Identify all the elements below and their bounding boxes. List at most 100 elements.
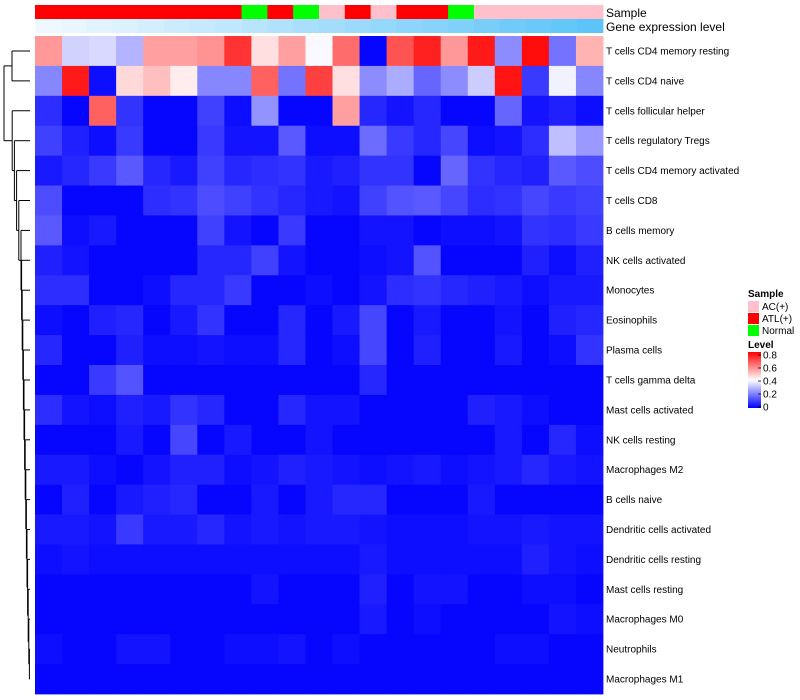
heatmap-cell [467, 664, 496, 695]
legend-entry-label: ATL(+) [762, 314, 792, 325]
heatmap-cell [116, 634, 144, 665]
heatmap-cell [251, 155, 279, 186]
heatmap-cell [251, 514, 279, 545]
heatmap-cell [278, 664, 306, 695]
heatmap-cell [440, 365, 469, 396]
heatmap-cell [548, 604, 577, 635]
heatmap-cell [332, 394, 360, 426]
heatmap-cell [170, 664, 198, 695]
heatmap-cell [467, 245, 496, 276]
level-tick-label: 0 [763, 403, 769, 414]
heatmap-cell [386, 305, 415, 336]
heatmap-cell [35, 514, 63, 545]
heatmap-cell [467, 275, 496, 306]
heatmap-cell [467, 335, 496, 366]
heatmap-cell [332, 664, 360, 695]
row-label: NK cells resting [606, 435, 675, 446]
legend-swatch [748, 325, 759, 336]
expression-annotation-cell [525, 19, 552, 33]
heatmap-cell [575, 155, 604, 186]
legend-entry-label: Normal [762, 326, 794, 337]
heatmap-cell [359, 215, 388, 246]
heatmap-cell [197, 365, 225, 396]
heatmap-cell [35, 424, 63, 456]
expression-annotation-cell [551, 19, 578, 33]
heatmap-cell [521, 335, 550, 366]
expression-annotation-cell [422, 19, 449, 33]
legend-swatch [748, 301, 759, 312]
heatmap-cell [143, 484, 171, 515]
heatmap-cell [224, 275, 252, 306]
heatmap-cell [143, 275, 171, 306]
heatmap-cell [197, 95, 225, 127]
heatmap-cell [521, 65, 550, 97]
heatmap-cell [332, 335, 360, 366]
heatmap-cell [278, 604, 306, 635]
heatmap-cell [548, 155, 577, 186]
heatmap-cell [62, 155, 90, 186]
heatmap-cell [35, 245, 63, 276]
expression-annotation-cell [499, 19, 526, 33]
heatmap-cell [89, 95, 117, 127]
heatmap-cell [143, 125, 171, 157]
heatmap-cell [413, 484, 442, 515]
heatmap-cell [251, 185, 279, 216]
heatmap-cell [467, 365, 496, 396]
heatmap-cell [575, 245, 604, 276]
heatmap-cell [224, 424, 252, 456]
heatmap-cell [548, 664, 577, 695]
heatmap-cell [89, 544, 117, 575]
expression-annotation-cell [112, 19, 139, 33]
heatmap-cell [170, 185, 198, 216]
heatmap-cell [305, 394, 333, 426]
heatmap-cell [332, 215, 360, 246]
sample-annotation-cell [448, 5, 475, 19]
heatmap-cell [548, 544, 577, 575]
heatmap-cell [170, 634, 198, 665]
heatmap-cell [440, 664, 469, 695]
heatmap-cell [89, 574, 117, 605]
heatmap-cell [521, 125, 550, 157]
heatmap-cell [521, 245, 550, 276]
heatmap-cell [575, 484, 604, 515]
heatmap-cell [548, 424, 577, 456]
sample-annotation-cell [241, 5, 268, 19]
heatmap-cell [521, 185, 550, 216]
heatmap-cell [386, 245, 415, 276]
heatmap-cell [548, 634, 577, 665]
heatmap-cell [521, 424, 550, 456]
sample-annotation-cell [86, 5, 113, 19]
heatmap-cell [35, 215, 63, 246]
heatmap-cell [170, 65, 198, 97]
sample-annotation-cell [551, 5, 578, 19]
heatmap-cell [170, 424, 198, 456]
heatmap-cell [386, 574, 415, 605]
heatmap-cell [467, 424, 496, 456]
heatmap-cell [359, 394, 388, 426]
heatmap-cell [440, 574, 469, 605]
heatmap-cell [332, 305, 360, 336]
heatmap-cell [413, 454, 442, 486]
heatmap-cell [143, 335, 171, 366]
heatmap-cell [116, 245, 144, 276]
heatmap-cell [116, 185, 144, 216]
heatmap-cell [359, 95, 388, 127]
heatmap-cell [413, 514, 442, 545]
heatmap-cell [305, 454, 333, 486]
heatmap-cell [197, 574, 225, 605]
heatmap-cell [440, 335, 469, 366]
heatmap-cell [89, 514, 117, 545]
heatmap-cell [116, 125, 144, 157]
heatmap-cell [521, 634, 550, 665]
heatmap-cell [440, 95, 469, 127]
heatmap-cell [386, 604, 415, 635]
heatmap-cell [305, 275, 333, 306]
heatmap-cell [548, 305, 577, 336]
heatmap-cell [278, 185, 306, 216]
heatmap-cell [386, 664, 415, 695]
heatmap-cell [332, 484, 360, 515]
heatmap-cell [197, 245, 225, 276]
heatmap-cell [575, 36, 604, 67]
heatmap-cell [35, 574, 63, 605]
heatmap-cell [359, 544, 388, 575]
